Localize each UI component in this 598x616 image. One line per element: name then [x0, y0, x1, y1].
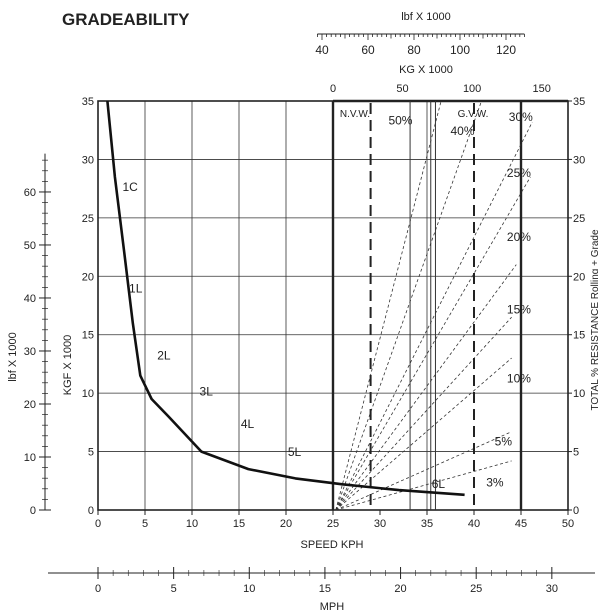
grade-line: [335, 100, 482, 511]
grade-line: [335, 431, 512, 511]
chart-title: GRADEABILITY: [62, 10, 190, 29]
y-lbf-tick-label: 10: [24, 452, 36, 464]
grade-line-label: 5%: [495, 435, 513, 449]
weight-markers: N.V.W. G.V.W.: [340, 103, 488, 510]
grade-line: [335, 460, 512, 511]
gear-label: 1C: [122, 180, 138, 194]
y-kgf-tick-label: 25: [82, 213, 94, 225]
grade-line: [335, 264, 517, 511]
grade-line-label: 15%: [507, 303, 531, 317]
y-kgf-tick-label: 10: [82, 388, 94, 400]
gear-label: 5L: [288, 445, 302, 459]
y-right-tick-label: 30: [573, 154, 585, 166]
y-lbf-tick-label: 20: [24, 399, 36, 411]
kg-tick-label: 150: [533, 83, 551, 95]
grade-line-label: 25%: [507, 166, 531, 180]
y-right-tick-label: 5: [573, 447, 579, 459]
gear-labels: 1C 1L 2L 3L 4L 5L 6L: [122, 180, 445, 491]
mph-tick-label: 20: [394, 583, 406, 595]
grade-line-label: 50%: [388, 113, 412, 127]
x-tick-label: 40: [468, 518, 480, 530]
y-lbf-tick-label: 60: [24, 187, 36, 199]
axes: 0 5 10 15 20 25 30 35 40 45 5005101520253035051015…: [24, 96, 595, 595]
top-kg-label: KG X 1000: [399, 64, 453, 76]
mph-tick-label: 0: [95, 583, 101, 595]
y-kgf-tick-label: 30: [82, 154, 94, 166]
y-right-tick-label: 15: [573, 330, 585, 342]
x-tick-label: 45: [515, 518, 527, 530]
x-tick-label: 50: [562, 518, 574, 530]
gear-label: 6L: [432, 477, 446, 491]
grade-line: [335, 176, 531, 511]
tractive-effort-line: [106, 100, 465, 497]
mph-tick-label: 25: [470, 583, 482, 595]
x-tick-label: 35: [421, 518, 433, 530]
y-lbf-tick-label: 0: [30, 505, 36, 517]
top-lbf-tick-label: 120: [496, 43, 516, 57]
y-kgf-tick-label: 0: [88, 505, 94, 517]
y-right-tick-label: 20: [573, 271, 585, 283]
x-tick-label: 5: [142, 518, 148, 530]
y-lbf-tick-label: 30: [24, 346, 36, 358]
y-kgf-tick-label: 35: [82, 96, 94, 108]
kg-tick-label: 100: [463, 83, 481, 95]
grade-line-label: 40%: [451, 124, 475, 138]
grade-line: [335, 121, 533, 511]
kg-tick-label: 50: [396, 83, 408, 95]
x-axis-label: SPEED KPH: [301, 539, 364, 551]
y-right-tick-label: 25: [573, 213, 585, 225]
top-lbf-tick-label: 80: [407, 43, 421, 57]
grade-line: [335, 100, 442, 511]
y-lbf-tick-label: 50: [24, 240, 36, 252]
gear-label: 1L: [129, 282, 143, 296]
grid: [97, 99, 569, 511]
x-tick-label: 0: [95, 518, 101, 530]
y-kgf-tick-label: 5: [88, 447, 94, 459]
x-tick-label: 15: [233, 518, 245, 530]
mph-tick-label: 10: [243, 583, 255, 595]
gear-label: 2L: [157, 348, 171, 362]
gear-label: 4L: [241, 417, 255, 431]
y-right-tick-label: 10: [573, 388, 585, 400]
top-axes: 0 50 100 150 40 60 80 100 120: [315, 33, 551, 95]
gear-label: 3L: [200, 384, 214, 398]
x-tick-label: 20: [280, 518, 292, 530]
grade-line-label: 10%: [507, 372, 531, 386]
y-kgf-tick-label: 20: [82, 271, 94, 283]
y-kgf-tick-label: 15: [82, 330, 94, 342]
grade-line: [335, 357, 512, 511]
tractive-effort-curve: [106, 100, 465, 497]
top-lbf-label: lbf X 1000: [401, 11, 451, 23]
y-axis-label-right: TOTAL % RESISTANCE Rolling + Grade: [590, 229, 598, 411]
top-lbf-tick-label: 60: [361, 43, 375, 57]
y-axis-label-kgf: KGF X 1000: [62, 335, 74, 396]
grade-lines: 50% 40% 30% 25% 20% 15% 10% 5% 3%: [335, 100, 533, 511]
y-right-tick-label: 35: [573, 96, 585, 108]
mph-tick-label: 30: [546, 583, 558, 595]
y-axis-label-lbf: lbf X 1000: [7, 332, 19, 382]
y-right-tick-label: 0: [573, 505, 579, 517]
mph-axis-label: MPH: [320, 601, 345, 613]
mph-tick-label: 5: [171, 583, 177, 595]
grade-line-label: 30%: [509, 110, 533, 124]
x-tick-label: 30: [374, 518, 386, 530]
grade-line-label: 3%: [486, 476, 504, 490]
kg-tick-label: 0: [330, 83, 336, 95]
y-lbf-tick-label: 40: [24, 293, 36, 305]
grade-line-label: 20%: [507, 230, 531, 244]
weight-marker-label: G.V.W.: [458, 109, 489, 120]
x-tick-label: 25: [327, 518, 339, 530]
top-lbf-tick-label: 40: [315, 43, 329, 57]
mph-tick-label: 15: [319, 583, 331, 595]
grade-line: [335, 316, 512, 511]
top-lbf-tick-label: 100: [450, 43, 470, 57]
x-tick-label: 10: [186, 518, 198, 530]
weight-marker-label: N.V.W.: [340, 109, 370, 120]
